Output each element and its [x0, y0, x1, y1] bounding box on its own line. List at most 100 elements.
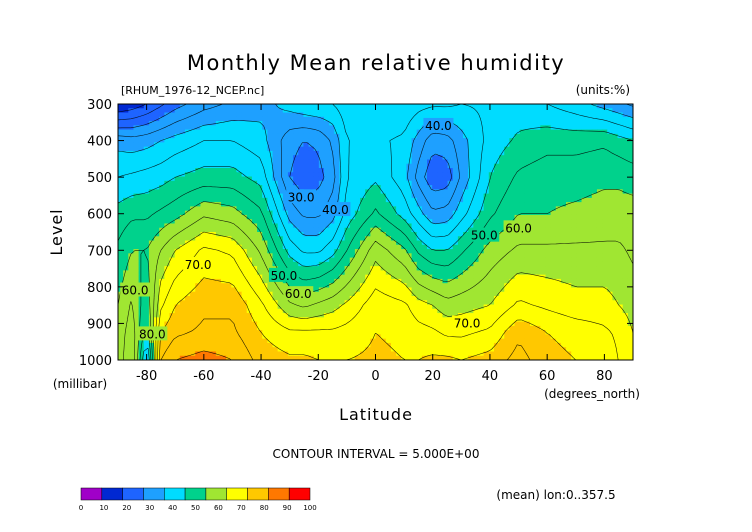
heatmap-cell [190, 121, 196, 126]
heatmap-cell [612, 168, 619, 173]
heatmap-cell [370, 121, 377, 126]
heatmap-cell [586, 291, 593, 297]
heatmap-cell [519, 159, 526, 165]
heatmap-cell [164, 257, 171, 263]
heatmap-cell [488, 202, 495, 207]
heatmap-cell [473, 214, 480, 220]
heatmap-cell [406, 308, 413, 314]
heatmap-cell [365, 168, 371, 173]
heatmap-cell [251, 244, 258, 250]
heatmap-cell [298, 249, 304, 254]
heatmap-cell [607, 240, 613, 246]
heatmap-cell [272, 159, 279, 165]
heatmap-cell [293, 121, 299, 126]
heatmap-cell [215, 244, 222, 250]
heatmap-cell [509, 236, 516, 242]
heatmap-cell [478, 202, 485, 207]
heatmap-cell [519, 202, 526, 207]
heatmap-cell [530, 304, 536, 310]
heatmap-cell [540, 168, 547, 173]
heatmap-cell [360, 274, 366, 280]
heatmap-cell [174, 189, 181, 195]
heatmap-cell [473, 296, 480, 301]
heatmap-cell [519, 121, 526, 126]
heatmap-cell [406, 116, 413, 122]
heatmap-cell [329, 223, 335, 229]
heatmap-cell [159, 116, 165, 122]
heatmap-cell [349, 133, 356, 139]
heatmap-cell [293, 257, 299, 263]
heatmap-cell [576, 142, 583, 148]
heatmap-cell [499, 240, 505, 246]
heatmap-cell [324, 232, 330, 237]
heatmap-cell [524, 214, 531, 220]
heatmap-cell [375, 180, 382, 186]
heatmap-cell [231, 129, 238, 135]
heatmap-cell [293, 163, 299, 169]
heatmap-cell [581, 296, 588, 301]
heatmap-cell [210, 219, 217, 225]
heatmap-cell [226, 304, 232, 310]
heatmap-cell [478, 150, 485, 156]
heatmap-cell [236, 223, 243, 229]
heatmap-cell [200, 249, 207, 254]
heatmap-cell [483, 202, 490, 207]
heatmap-cell [566, 206, 572, 212]
heatmap-cell [169, 244, 176, 250]
heatmap-cell [545, 155, 552, 161]
heatmap-cell [437, 155, 444, 161]
heatmap-cell [267, 223, 274, 229]
heatmap-cell [370, 266, 377, 271]
heatmap-cell [231, 155, 238, 161]
heatmap-cell [607, 129, 613, 135]
heatmap-cell [514, 232, 521, 237]
heatmap-cell [411, 266, 418, 271]
heatmap-cell [221, 159, 227, 165]
heatmap-cell [457, 253, 464, 259]
heatmap-cell [411, 274, 418, 280]
heatmap-cell [334, 138, 341, 143]
heatmap-cell [324, 121, 330, 126]
heatmap-cell [612, 296, 619, 301]
heatmap-cell [370, 270, 377, 276]
heatmap-cell [169, 150, 176, 156]
heatmap-cell [535, 104, 541, 109]
heatmap-cell [509, 159, 516, 165]
heatmap-cell [612, 261, 619, 267]
heatmap-cell [571, 236, 577, 242]
heatmap-cell [442, 202, 449, 207]
heatmap-cell [308, 313, 315, 318]
heatmap-cell [576, 253, 583, 259]
heatmap-cell [390, 155, 397, 161]
heatmap-cell [251, 261, 258, 267]
heatmap-cell [385, 287, 392, 293]
heatmap-cell [190, 142, 196, 148]
heatmap-cell [360, 138, 366, 143]
heatmap-cell [123, 274, 129, 280]
heatmap-cell [128, 108, 135, 114]
heatmap-cell [555, 121, 562, 126]
heatmap-cell [504, 261, 510, 267]
heatmap-cell [313, 287, 320, 293]
heatmap-cell [452, 138, 459, 143]
heatmap-cell [287, 159, 294, 165]
heatmap-cell [530, 121, 536, 126]
heatmap-cell [411, 159, 418, 165]
heatmap-cell [375, 197, 382, 203]
heatmap-cell [416, 133, 423, 139]
heatmap-cell [602, 308, 608, 314]
heatmap-cell [447, 206, 454, 212]
heatmap-cell [596, 172, 603, 178]
heatmap-cell [591, 266, 598, 271]
heatmap-cell [324, 236, 330, 242]
heatmap-cell [184, 210, 191, 216]
heatmap-cell [421, 240, 428, 246]
heatmap-cell [396, 150, 402, 156]
heatmap-cell [524, 172, 531, 178]
heatmap-cell [509, 313, 516, 318]
heatmap-cell [447, 313, 454, 318]
heatmap-cell [607, 202, 613, 207]
heatmap-cell [452, 133, 459, 139]
heatmap-cell [190, 168, 196, 173]
